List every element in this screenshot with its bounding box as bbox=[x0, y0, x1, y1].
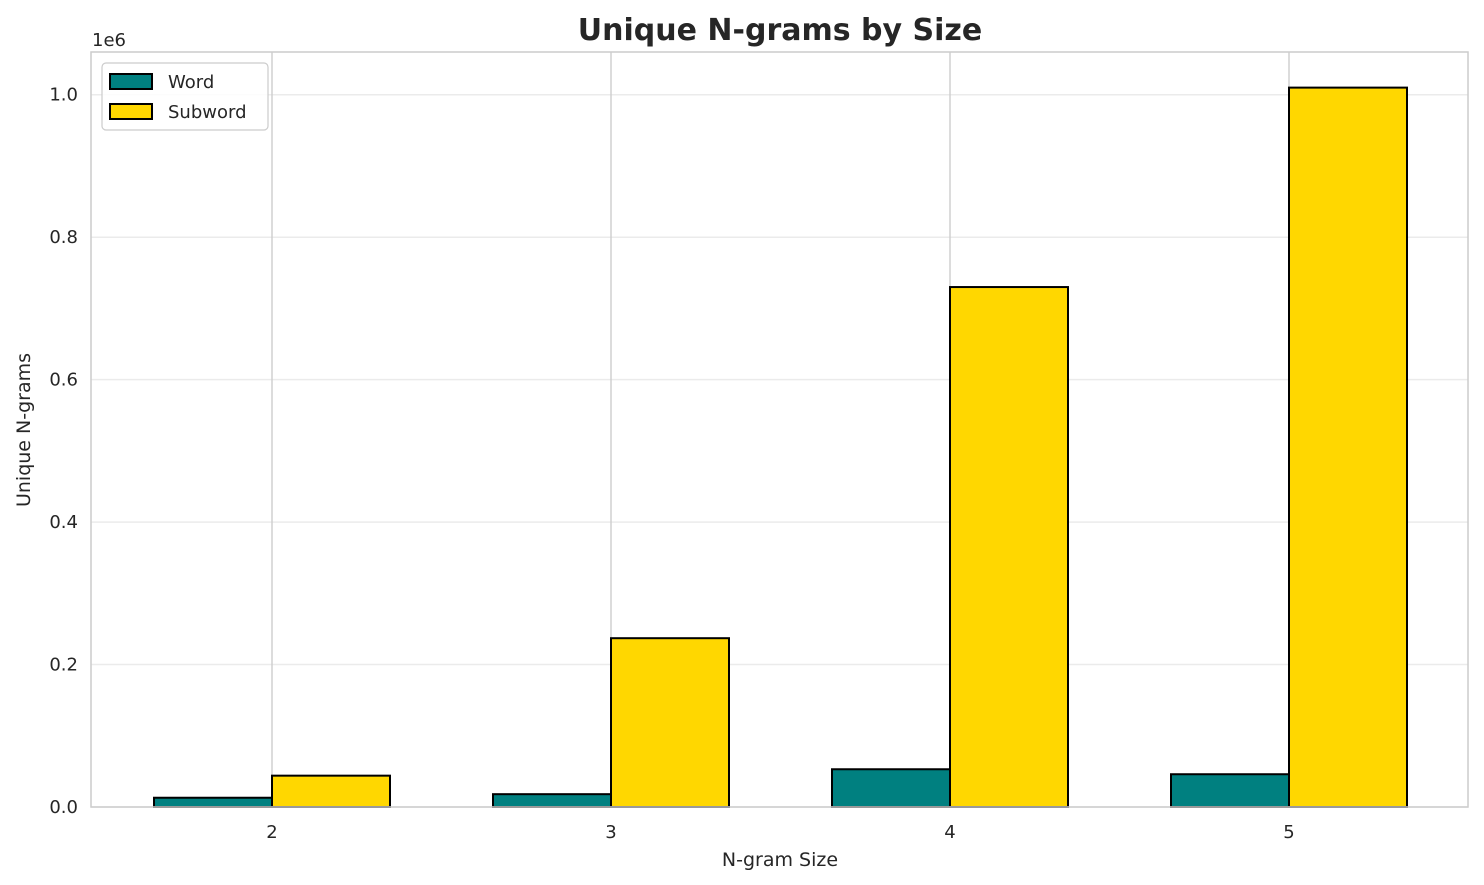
x-tick-label: 4 bbox=[944, 822, 955, 843]
y-tick-label: 0.2 bbox=[49, 655, 78, 676]
legend-label-subword: Subword bbox=[168, 102, 247, 123]
x-tick-label: 5 bbox=[1283, 822, 1294, 843]
bar-word-5 bbox=[1170, 773, 1290, 808]
legend-label-word: Word bbox=[168, 72, 214, 93]
grid-lines bbox=[91, 52, 1468, 808]
legend-swatch-subword bbox=[109, 103, 153, 120]
chart-title: Unique N-grams by Size bbox=[578, 13, 982, 48]
bar-subword-2 bbox=[271, 774, 391, 809]
bar-word-2 bbox=[153, 796, 273, 808]
y-tick-label: 0.0 bbox=[49, 797, 78, 818]
y-tick-label: 1.0 bbox=[49, 85, 78, 106]
x-axis-label: N-gram Size bbox=[722, 849, 838, 871]
bars bbox=[153, 86, 1408, 809]
bar-subword-3 bbox=[610, 637, 730, 809]
legend: Word Subword bbox=[101, 62, 269, 131]
bar-word-3 bbox=[492, 793, 612, 809]
bar-subword-4 bbox=[949, 286, 1069, 808]
bar-word-4 bbox=[831, 768, 951, 808]
plot-frame bbox=[90, 51, 1469, 808]
x-tick-label: 2 bbox=[266, 822, 277, 843]
y-axis-offset-label: 1e6 bbox=[92, 30, 126, 51]
tick-labels: 0.0 0.2 0.4 0.6 0.8 1.0 2 3 4 5 bbox=[49, 85, 1294, 843]
y-tick-label: 0.8 bbox=[49, 227, 78, 248]
y-axis-label: Unique N-grams bbox=[13, 353, 35, 507]
x-tick-label: 3 bbox=[605, 822, 616, 843]
y-tick-label: 0.4 bbox=[49, 512, 78, 533]
legend-swatch-word bbox=[109, 73, 153, 90]
bar-subword-5 bbox=[1288, 86, 1408, 808]
y-tick-label: 0.6 bbox=[49, 370, 78, 391]
